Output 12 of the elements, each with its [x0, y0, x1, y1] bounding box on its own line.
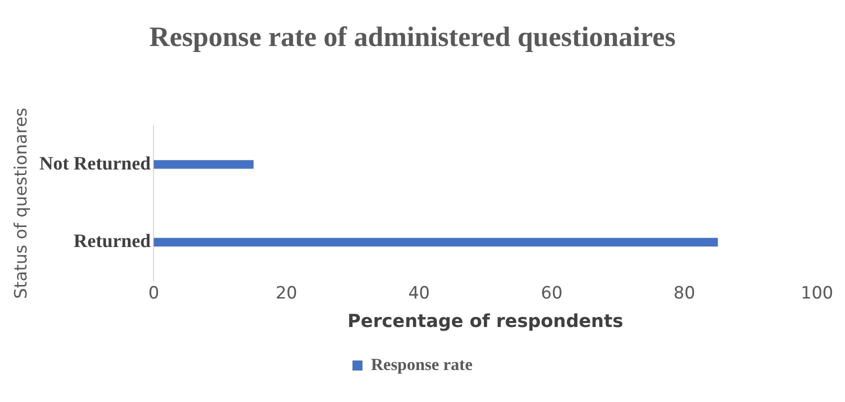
chart-title: Response rate of administered questionaires [149, 22, 676, 54]
y-tick-label: Returned [74, 231, 152, 252]
x-axis-title: Percentage of respondents [348, 310, 624, 332]
legend-label: Response rate [370, 354, 473, 374]
x-tick-label: 20 [276, 284, 298, 304]
x-tick-label: 60 [540, 284, 563, 304]
y-tick-label: Not Returned [39, 153, 152, 174]
x-tick-label: 80 [674, 284, 696, 304]
x-tick-label: 100 [800, 284, 834, 304]
x-tick-label: 40 [408, 284, 430, 304]
x-tick-label: 0 [148, 284, 160, 304]
y-axis-title: Status of questionares [12, 108, 32, 299]
